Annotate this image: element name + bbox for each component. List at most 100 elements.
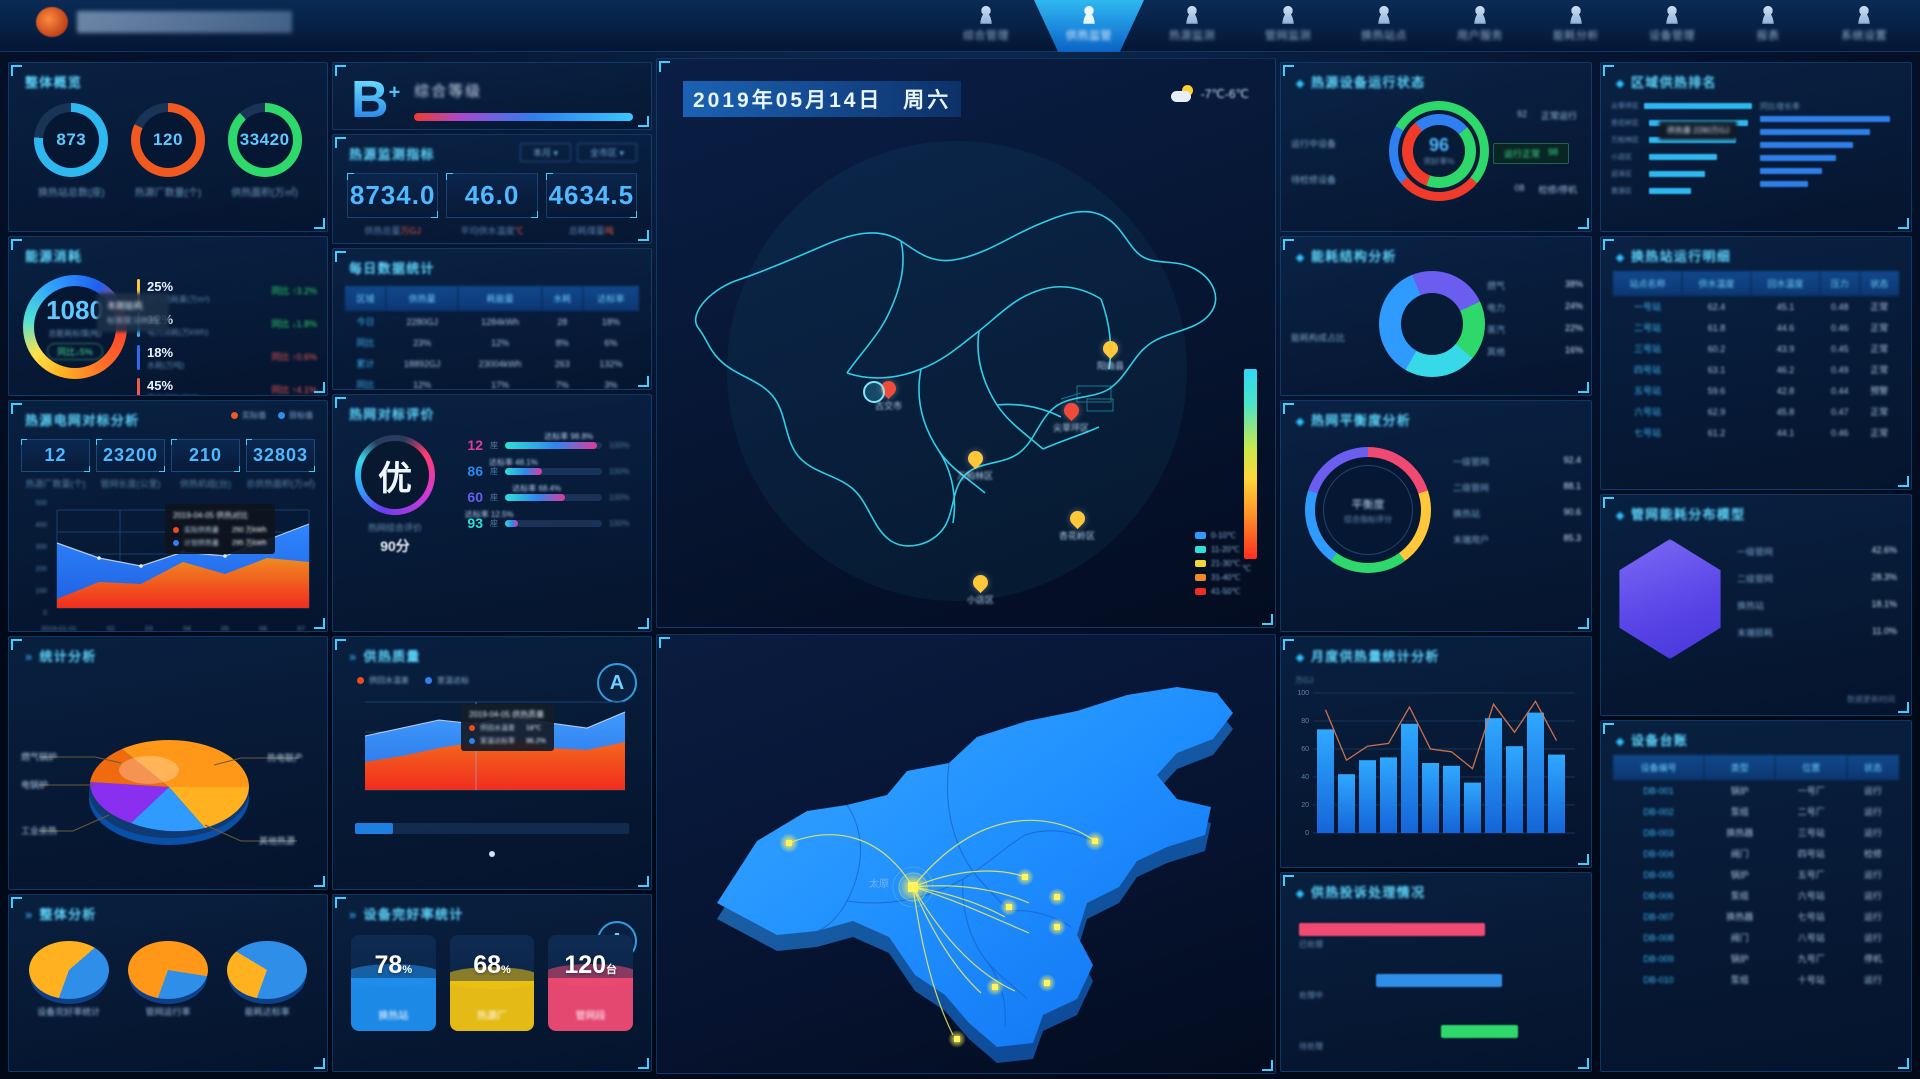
legend-range: 0-10℃ [1211, 531, 1236, 540]
rank-right-bar-3 [1760, 155, 1837, 161]
table-row[interactable]: 累计 18892GJ 23004kWh 263 132% [345, 353, 639, 374]
legend-swatch [278, 412, 285, 419]
column-header-4: 状态 [1859, 271, 1899, 296]
nav-item-3[interactable]: 管网监测 [1240, 0, 1336, 52]
region-map-svg[interactable] [657, 131, 1276, 611]
tag-label: 运行正常 [1504, 149, 1541, 159]
item-trend: 同比 ↓1.8% [271, 319, 317, 329]
table-cell: 46.2 [1776, 364, 1795, 375]
table-cell: 42.8 [1776, 385, 1795, 396]
gauge-ring: 873 [34, 103, 109, 177]
table-cell: 四号站 [1797, 849, 1825, 859]
panel-device-ledger: 设备台账 设备编号 类型 位置 状态 DB-001 锅炉 一号厂 运行 DB-002 泵组 二号厂… [1600, 720, 1912, 1072]
nav-item-6[interactable]: 能耗分析 [1528, 0, 1624, 52]
gauge-value: 873 [56, 130, 87, 149]
user-icon [1279, 5, 1297, 24]
nav-item-7[interactable]: 设备管理 [1624, 0, 1720, 52]
device-stat-k-1: 08 [1514, 183, 1525, 193]
mini-pie-shape [227, 941, 308, 999]
table-row[interactable]: DB-005 锅炉 五号厂 运行 [1613, 864, 1899, 885]
map-marker-2[interactable]: 尖草坪区 [1053, 399, 1089, 434]
stat-value: 12 [44, 445, 67, 465]
map-marker-3[interactable]: 万柏林区 [957, 447, 993, 482]
table-body: DB-001 锅炉 一号厂 运行 DB-002 泵组 二号厂 运行 DB-003 换热器 三号站 运行… [1613, 780, 1899, 990]
column-header-1: 类型 [1703, 755, 1776, 780]
nav-item-5[interactable]: 用户服务 [1432, 0, 1528, 52]
table-row[interactable]: 同比 12% 17% 7% 3% [345, 374, 639, 390]
nav-item-9[interactable]: 系统设置 [1816, 0, 1912, 52]
heat-stat-value: 8734.0 [349, 180, 436, 210]
user-icon [977, 5, 995, 24]
top-navigation-bar: 城市供热智慧监管平台 综合管理 供热监管 热源监测 管网监测 换热站点 用户服务 能耗分析 设… [0, 0, 1920, 52]
carousel-dot-active[interactable] [489, 851, 495, 857]
energy-breakdown-list: 25%燃气消耗量(万m³)同比 ↑3.2%12%电力消耗(万kWh)同比 ↓1.… [137, 269, 317, 395]
table-row[interactable]: DB-002 泵组 二号厂 运行 [1613, 801, 1899, 822]
table-row[interactable]: 二号站 61.8 44.6 0.46 正常 [1613, 317, 1899, 338]
table-row[interactable]: 同比 23% 12% 8% 6% [345, 332, 639, 353]
table-row[interactable]: 六号站 62.9 45.8 0.47 正常 [1613, 401, 1899, 422]
table-row[interactable]: 三号站 60.2 43.9 0.45 正常 [1613, 338, 1899, 359]
device-outer-ring: 96 完好率% [1389, 101, 1489, 201]
legend-item-0: 实际值 [231, 410, 266, 421]
heat-stat-caption: 平均供水温度℃ [460, 226, 524, 236]
table-row[interactable]: DB-004 阀门 四号站 检修 [1613, 843, 1899, 864]
rank-left-row-3: 小店区 [1611, 152, 1752, 162]
supply-scrollbar[interactable] [355, 823, 629, 834]
heat-filter-1[interactable]: 全市区 ▾ [576, 143, 637, 162]
map-marker-1[interactable]: 阳曲县 [1097, 337, 1124, 372]
y-tick-4: 20 [1301, 802, 1309, 809]
map-3d-svg[interactable]: 太原 [657, 635, 1276, 1074]
table-cell: 23% [413, 337, 432, 348]
table-cell: 263 [554, 358, 570, 369]
nav-item-1[interactable]: 供热监管 [1034, 0, 1144, 52]
mini-pie-shape [127, 941, 208, 999]
map-marker-5[interactable]: 小店区 [967, 571, 994, 606]
user-icon [1375, 5, 1393, 24]
table-row[interactable]: 今日 2280GJ 1284kWh 28 18% [345, 311, 639, 332]
table-row[interactable]: DB-003 换热器 三号站 运行 [1613, 822, 1899, 843]
tooltip-row-0: 供回水温差 18℃ [469, 723, 546, 733]
carousel-dots[interactable] [333, 844, 651, 862]
energy-structure-donut [1379, 271, 1485, 377]
table-row[interactable]: DB-009 锅炉 九号厂 停机 [1613, 948, 1899, 969]
table-header-row: 设备编号 类型 位置 状态 [1613, 755, 1899, 780]
table-row[interactable]: 四号站 63.1 46.2 0.49 正常 [1613, 359, 1899, 380]
table-cell: 停机 [1863, 954, 1882, 964]
user-icon [1183, 5, 1201, 24]
table-row[interactable]: 一号站 62.4 45.1 0.48 正常 [1613, 296, 1899, 317]
panel-energy-structure: 能耗结构分析 燃气 38% 电力 24% 蒸汽 22% 其他 16% 能耗构成占比 [1280, 236, 1592, 396]
scrollbar-thumb[interactable] [355, 823, 394, 834]
stat-value: 210 [188, 445, 223, 465]
nav-item-2[interactable]: 热源监测 [1144, 0, 1240, 52]
table-row[interactable]: DB-007 换热器 七号站 运行 [1613, 906, 1899, 927]
nav-item-0[interactable]: 综合管理 [938, 0, 1034, 52]
nav-item-4[interactable]: 换热站点 [1336, 0, 1432, 52]
table-row[interactable]: 七号站 61.2 44.1 0.46 正常 [1613, 422, 1899, 443]
map-marker-4[interactable]: 杏花岭区 [1059, 507, 1095, 542]
legend-label: 室温达标 [437, 676, 469, 685]
table-cell: 8% [555, 337, 569, 348]
table-row[interactable]: 五号站 59.6 42.8 0.44 预警 [1613, 380, 1899, 401]
rating-bar-unit: 座 [490, 492, 498, 502]
table-cell: 换热器 [1726, 912, 1754, 922]
table-cell: 六号站 [1797, 891, 1825, 901]
table-cell: 正常 [1870, 365, 1889, 375]
device-stat-v-0: 正常运行 [1540, 111, 1577, 121]
liquid-value: 78% [374, 951, 413, 979]
map-selected-ring[interactable] [863, 381, 885, 403]
panel-title-overall: 整体分析 [9, 895, 327, 923]
table-row[interactable]: DB-010 泵组 十号站 运行 [1613, 969, 1899, 990]
app-logo[interactable]: 城市供热智慧监管平台 [0, 0, 310, 37]
table-row[interactable]: DB-001 锅炉 一号厂 运行 [1613, 780, 1899, 801]
table-row[interactable]: DB-008 阀门 八号站 运行 [1613, 927, 1899, 948]
panel-balance: 热网平衡度分析 平衡度 综合指标评分 一级管网 92.4 二级管网 88.1 换热站 90… [1280, 400, 1592, 632]
row-value: 90.6 [1563, 507, 1581, 517]
table-row[interactable]: DB-006 泵组 六号站 运行 [1613, 885, 1899, 906]
table-cell: DB-003 [1643, 827, 1674, 838]
nav-item-8[interactable]: 报表 [1720, 0, 1816, 52]
table-cell: 45.1 [1776, 301, 1795, 312]
heat-filter-0[interactable]: 本月 ▾ [519, 143, 571, 162]
panel-region-ranking: 区域供热排名 尖草坪区 杏花岭区 万柏林区 小店区 迎泽区 晋源区 同比增长率 供热量 2… [1600, 62, 1912, 232]
map-marker-0[interactable]: 古交市 [875, 377, 902, 412]
column-header-2: 位置 [1775, 755, 1847, 780]
